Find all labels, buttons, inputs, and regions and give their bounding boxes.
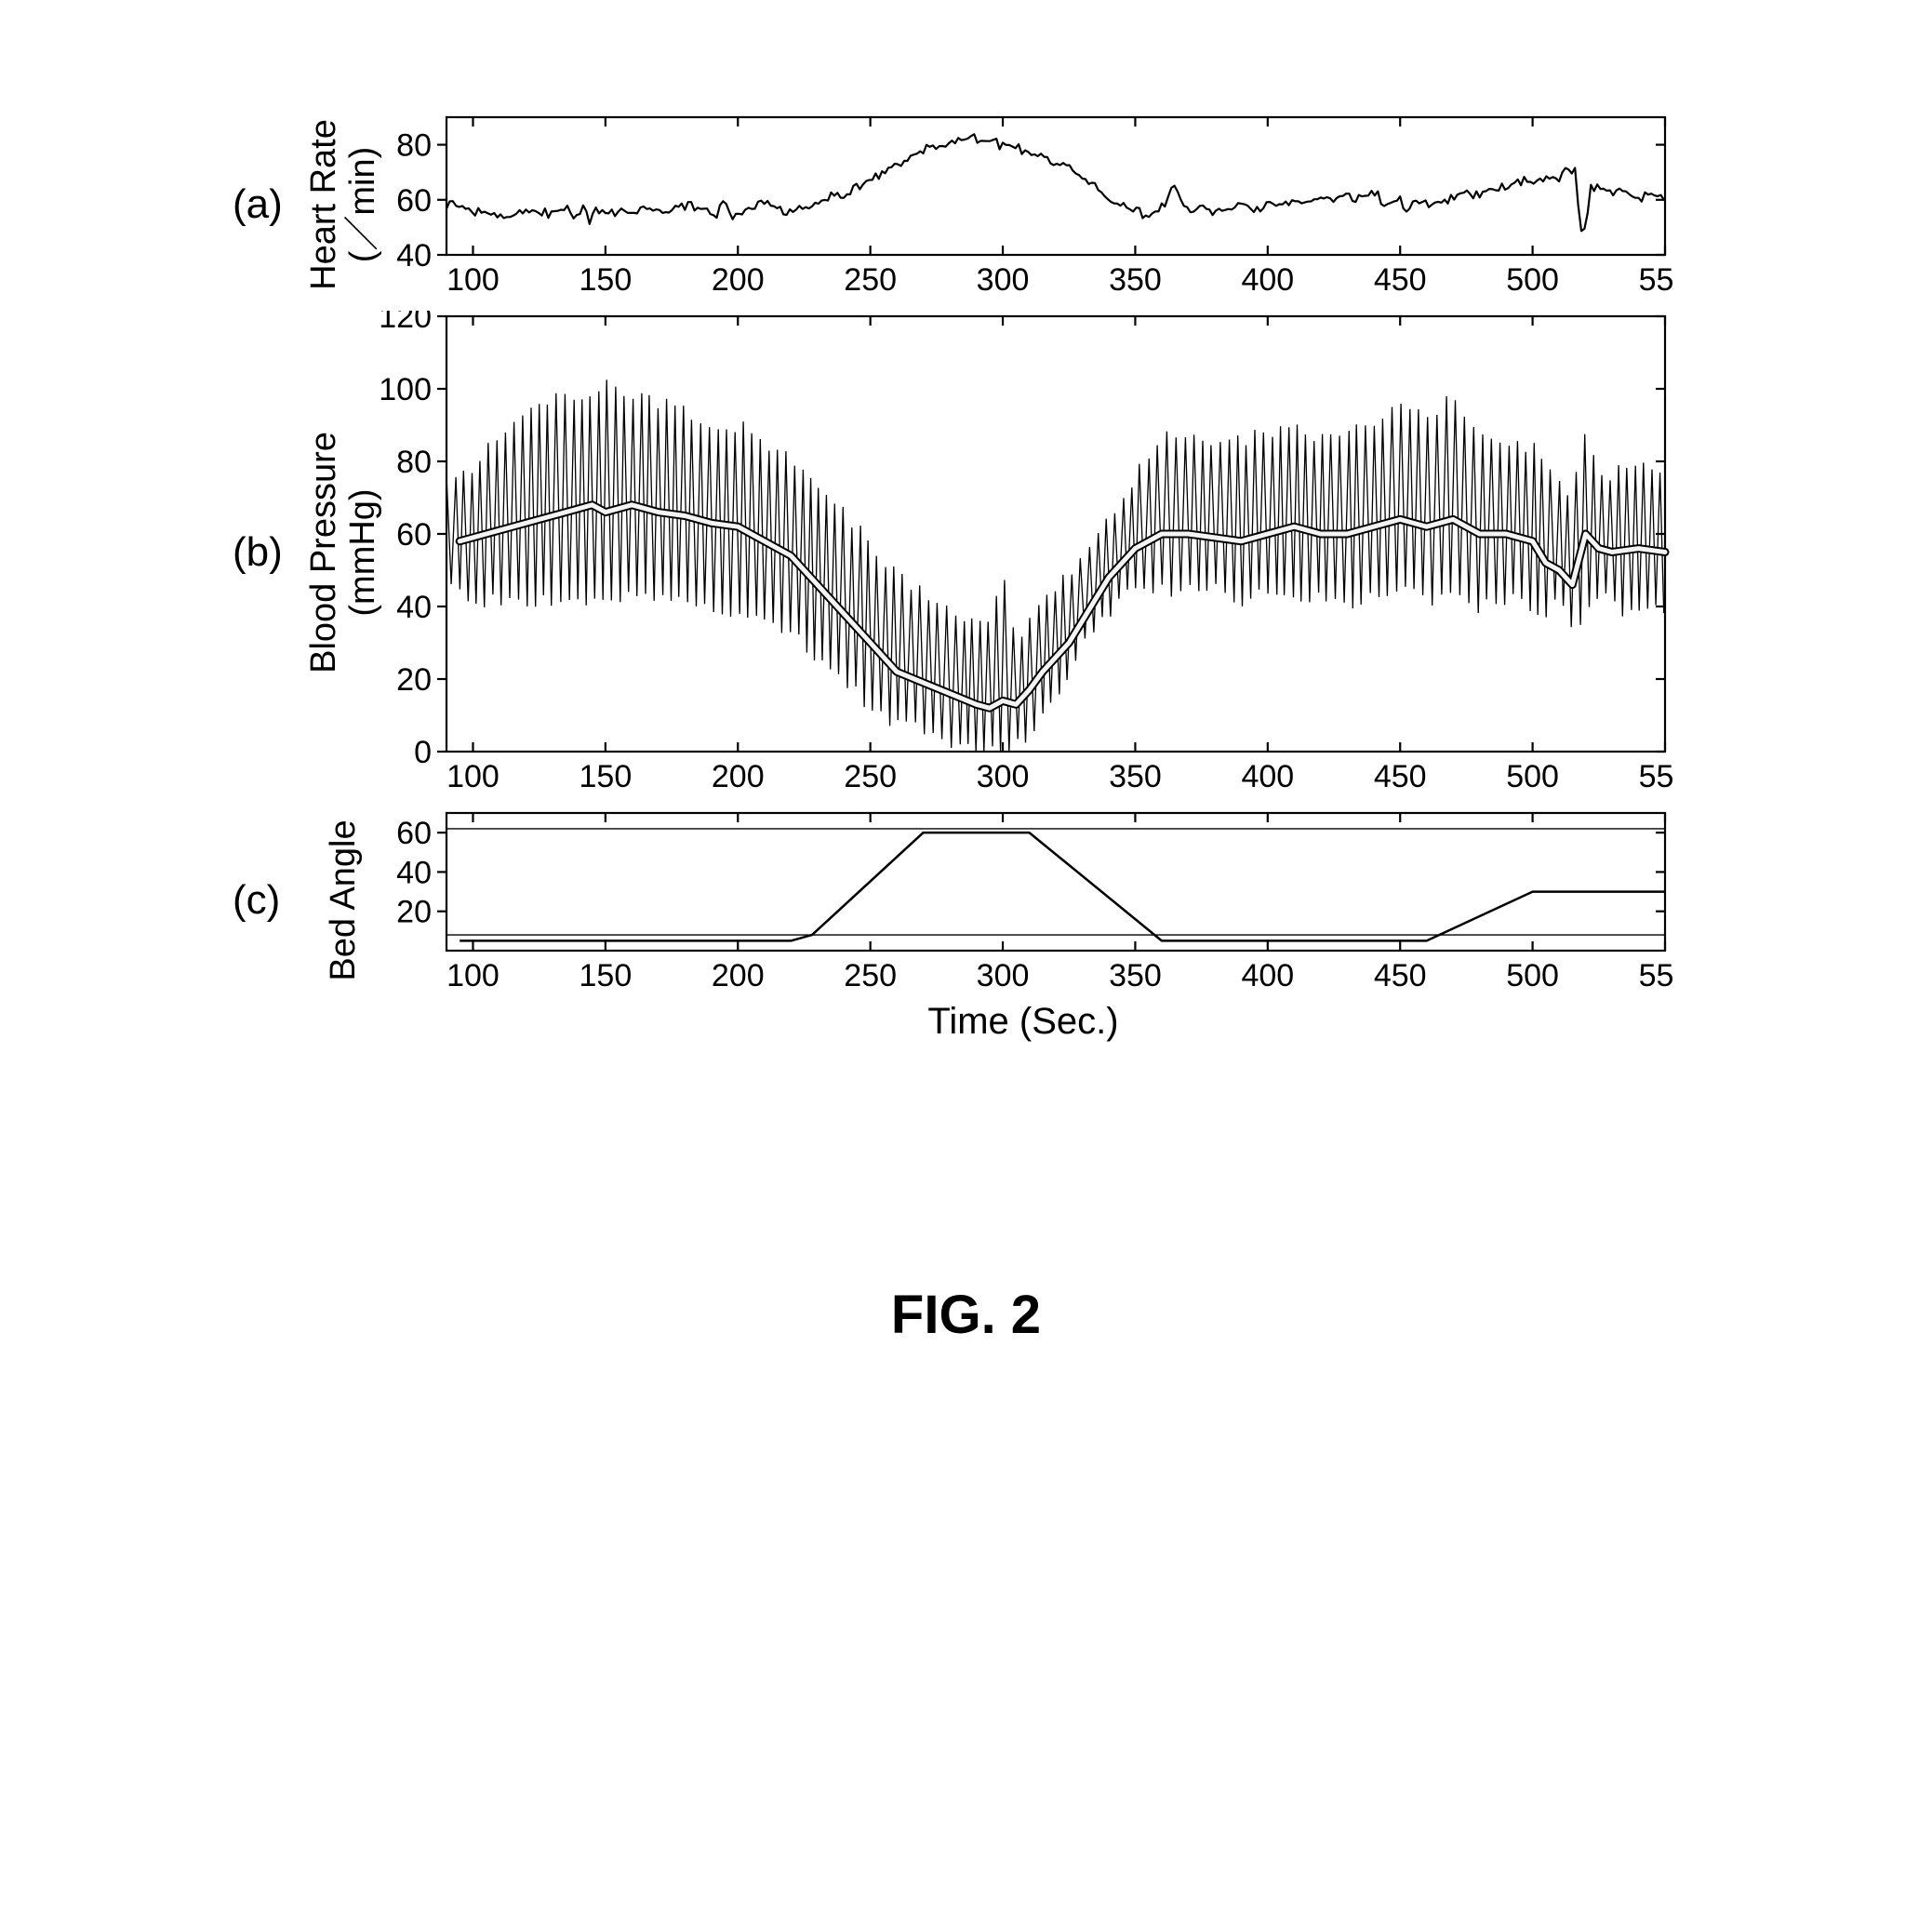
panel-a-ylabel: Heart Rate (／min) [316, 112, 372, 298]
svg-text:450: 450 [1374, 759, 1427, 794]
panel-c-ylabel: Bed Angle [316, 831, 372, 970]
svg-text:350: 350 [1109, 759, 1162, 794]
svg-text:300: 300 [977, 759, 1030, 794]
svg-text:550: 550 [1639, 262, 1674, 298]
svg-text:100: 100 [446, 262, 500, 298]
panel-a-ylabel-2: (／min) [343, 147, 382, 263]
svg-text:200: 200 [712, 262, 765, 298]
panel-c-ylabel-1: Bed Angle [324, 819, 363, 980]
svg-text:100: 100 [379, 372, 432, 407]
panel-b-ylabel-2: (mmHg) [343, 488, 382, 616]
svg-text:20: 20 [396, 895, 432, 930]
svg-text:60: 60 [396, 183, 432, 219]
svg-text:550: 550 [1639, 759, 1674, 794]
svg-text:550: 550 [1639, 958, 1674, 993]
panel-c-label: (c) [233, 877, 316, 924]
svg-text:40: 40 [396, 855, 432, 890]
panel-c-row: (c) Bed Angle 20 40 60 100 150 200 250 300 350 40… [233, 807, 1674, 993]
svg-text:60: 60 [396, 816, 432, 851]
svg-text:400: 400 [1241, 759, 1294, 794]
svg-text:250: 250 [844, 958, 897, 993]
figure-caption: FIG. 2 [0, 1284, 1932, 1346]
panel-b-row: (b) Blood Pressure (mmHg) 02040608010012… [233, 311, 1674, 794]
svg-text:40: 40 [396, 590, 432, 625]
svg-text:60: 60 [396, 517, 432, 553]
panel-b-ylabel-1: Blood Pressure [304, 432, 343, 673]
svg-text:450: 450 [1374, 958, 1427, 993]
svg-text:400: 400 [1241, 262, 1294, 298]
panel-a-chart: 40 60 80 100 150 200 250 300 350 400 450 500 550 [372, 112, 1674, 298]
svg-text:0: 0 [414, 735, 432, 770]
svg-text:350: 350 [1109, 262, 1162, 298]
x-axis-label: Time (Sec.) [372, 1001, 1674, 1043]
svg-text:400: 400 [1241, 958, 1294, 993]
svg-text:80: 80 [396, 445, 432, 480]
svg-text:150: 150 [580, 958, 633, 993]
svg-text:200: 200 [712, 759, 765, 794]
panel-a-ylabel-1: Heart Rate [304, 119, 343, 290]
figure-2: (a) Heart Rate (／min) 406080100150200250… [233, 112, 1674, 1043]
svg-text:120: 120 [379, 311, 432, 335]
svg-text:100: 100 [446, 759, 500, 794]
svg-text:500: 500 [1506, 262, 1559, 298]
svg-text:100: 100 [446, 958, 500, 993]
svg-text:150: 150 [580, 262, 633, 298]
svg-text:500: 500 [1506, 759, 1559, 794]
svg-text:200: 200 [712, 958, 765, 993]
panel-a-row: (a) Heart Rate (／min) 406080100150200250… [233, 112, 1674, 298]
svg-text:300: 300 [977, 262, 1030, 298]
panel-b-chart: 0 20 40 60 80 100 120 100 150 200 250 300 350 400 450 5… [372, 311, 1674, 794]
svg-text:300: 300 [977, 958, 1030, 993]
svg-text:250: 250 [844, 759, 897, 794]
svg-text:250: 250 [844, 262, 897, 298]
svg-text:450: 450 [1374, 262, 1427, 298]
panel-b-ylabel: Blood Pressure (mmHg) [316, 311, 372, 794]
svg-text:150: 150 [580, 759, 633, 794]
panel-c-chart: 20 40 60 100 150 200 250 300 350 400 450 500 550 [372, 807, 1674, 993]
svg-text:40: 40 [396, 238, 432, 273]
svg-text:500: 500 [1506, 958, 1559, 993]
svg-text:20: 20 [396, 662, 432, 698]
svg-text:350: 350 [1109, 958, 1162, 993]
svg-text:80: 80 [396, 128, 432, 164]
